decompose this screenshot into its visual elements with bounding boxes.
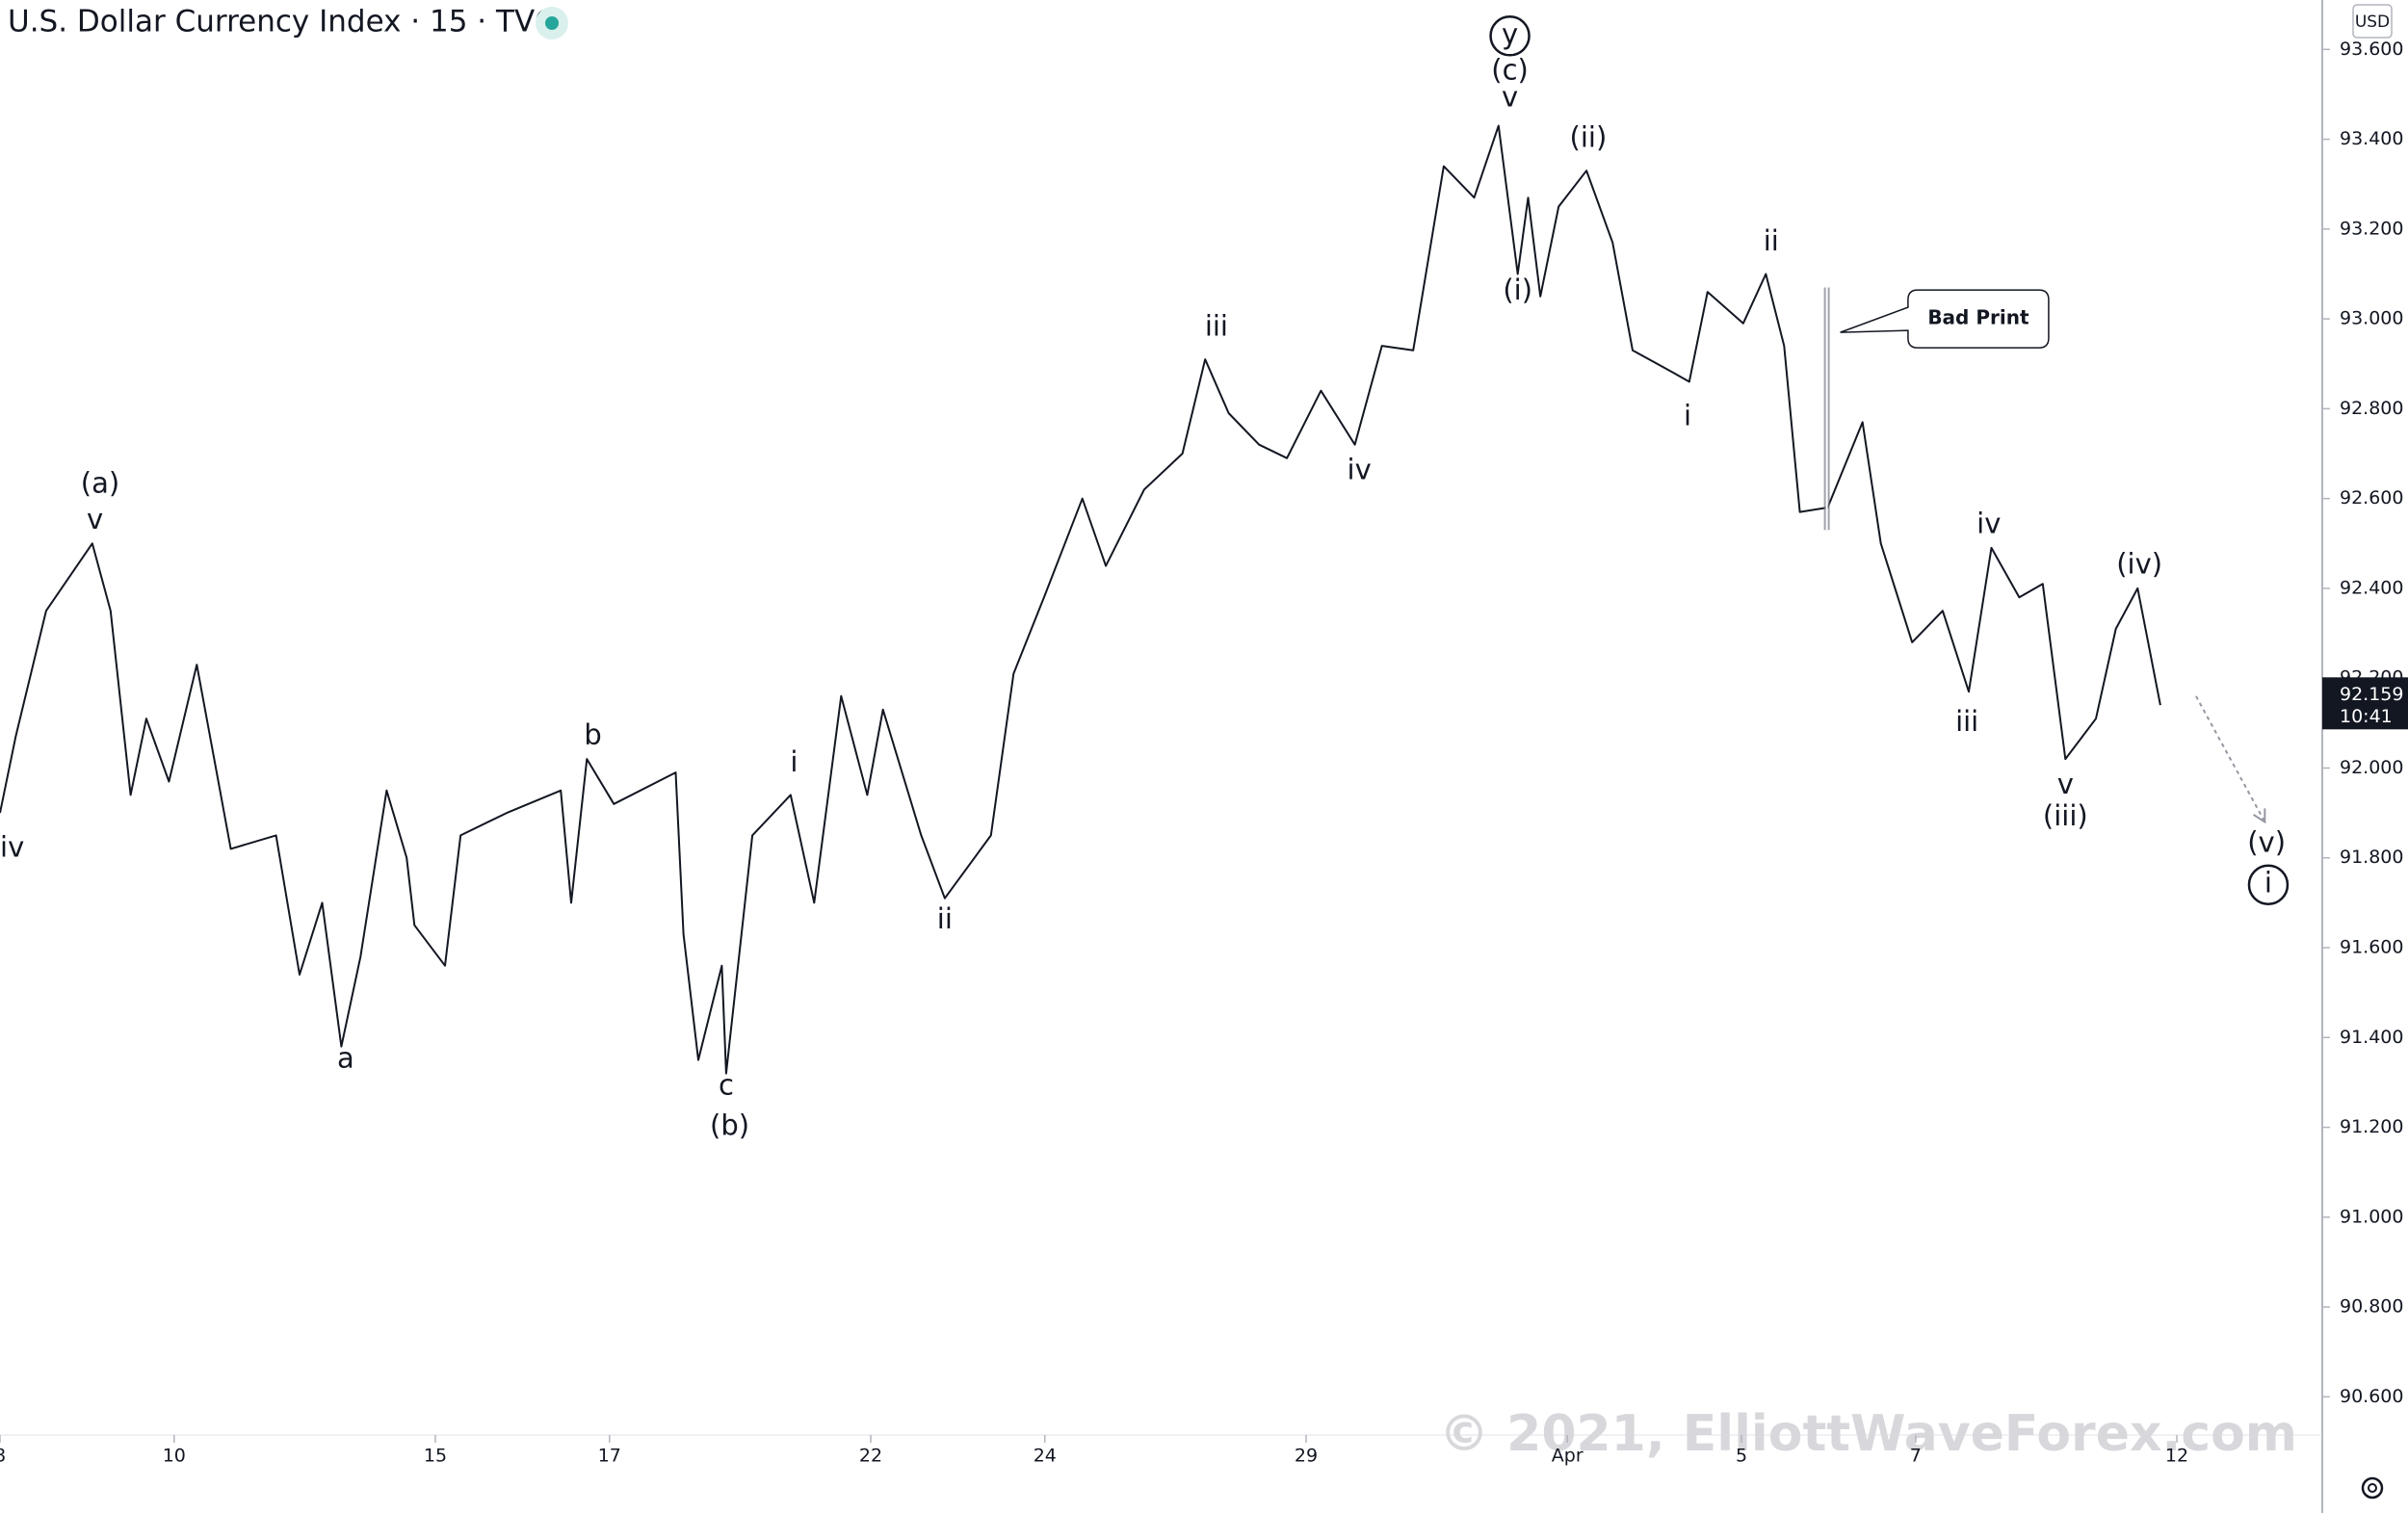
wave-label: (iii) [2043, 799, 2088, 832]
y-tick-label: 91.200 [2340, 1116, 2403, 1137]
x-tick-label: 7 [1910, 1446, 1922, 1467]
wave-label: v [1502, 81, 1518, 114]
wave-label: ii [1764, 224, 1779, 257]
wave-label: iv [1976, 508, 2001, 540]
callout-text: Bad Print [1927, 306, 2029, 329]
currency-label[interactable]: USD [2355, 13, 2390, 32]
settings-hub[interactable] [2368, 1483, 2377, 1493]
projection-line [2195, 695, 2266, 822]
x-tick-label: 15 [424, 1446, 447, 1467]
countdown-label: 10:41 [2340, 706, 2393, 727]
wave-circle [2247, 864, 2290, 905]
wave-label: c [719, 1069, 734, 1102]
wave-label: i [2264, 867, 2272, 900]
wave-label: b [584, 718, 601, 751]
last-price-tag [2322, 677, 2408, 730]
status-dot [545, 16, 559, 30]
wave-circle [1489, 15, 1531, 57]
x-tick-label: 10 [163, 1446, 186, 1467]
chart-title: U.S. Dollar Currency Index · 15 · TVC [8, 5, 556, 39]
y-tick-label: 92.000 [2340, 757, 2403, 778]
wave-label: iv [0, 830, 24, 863]
x-tick-label: 12 [2165, 1446, 2188, 1467]
wave-label: iv [1348, 454, 1372, 486]
wave-label: y [1502, 17, 1518, 50]
wave-label: i [790, 745, 798, 778]
x-tick-label: 22 [859, 1446, 882, 1467]
y-tick-label: 92.400 [2340, 577, 2403, 598]
wave-label: (v) [2247, 826, 2286, 859]
settings-icon[interactable] [2361, 1476, 2384, 1500]
settings-gear[interactable] [2361, 1476, 2384, 1500]
wave-label: v [87, 503, 103, 535]
y-tick-label: 91.800 [2340, 847, 2403, 868]
y-tick-label: 90.600 [2340, 1386, 2403, 1407]
y-tick-label: 92.800 [2340, 398, 2403, 419]
wave-label: v [2057, 768, 2074, 800]
wave-label: (b) [710, 1109, 749, 1142]
x-tick-label: 29 [1295, 1446, 1318, 1467]
wave-label: (iv) [2116, 548, 2162, 581]
wave-label: iii [1205, 309, 1228, 342]
y-tick-label: 93.400 [2340, 128, 2403, 149]
projection-arrowhead [2253, 808, 2266, 824]
x-tick-label: 17 [598, 1446, 621, 1467]
callout-box [1840, 289, 2050, 349]
wave-label: (a) [81, 467, 119, 500]
wave-label: ii [937, 902, 953, 935]
price-line [0, 124, 2161, 1075]
wave-label: a [337, 1042, 354, 1075]
y-tick-label: 92.600 [2340, 487, 2403, 509]
wave-label: iii [1955, 705, 1978, 738]
y-tick-label: 91.000 [2340, 1206, 2403, 1227]
wave-label: (ii) [1570, 121, 1608, 154]
x-tick-label: 5 [1736, 1446, 1747, 1467]
y-tick-label: 93.000 [2340, 308, 2403, 329]
currency-box[interactable] [2352, 4, 2393, 39]
y-tick-label: 93.600 [2340, 39, 2403, 60]
y-tick-label: 93.200 [2340, 218, 2403, 239]
x-tick-label: 8 [0, 1446, 6, 1467]
y-tick-label: 90.800 [2340, 1296, 2403, 1317]
watermark: © 2021, ElliottWaveForex.com [1439, 1405, 2297, 1463]
wave-label: (i) [1503, 274, 1532, 306]
x-tick-label: 24 [1034, 1446, 1057, 1467]
last-price-label: 92.159 [2340, 684, 2403, 705]
wave-label: i [1684, 400, 1691, 432]
wave-label: (c) [1491, 54, 1529, 87]
y-tick-label: 91.600 [2340, 937, 2403, 958]
y-tick-label: 91.400 [2340, 1027, 2403, 1048]
x-tick-label: Apr [1552, 1446, 1584, 1467]
